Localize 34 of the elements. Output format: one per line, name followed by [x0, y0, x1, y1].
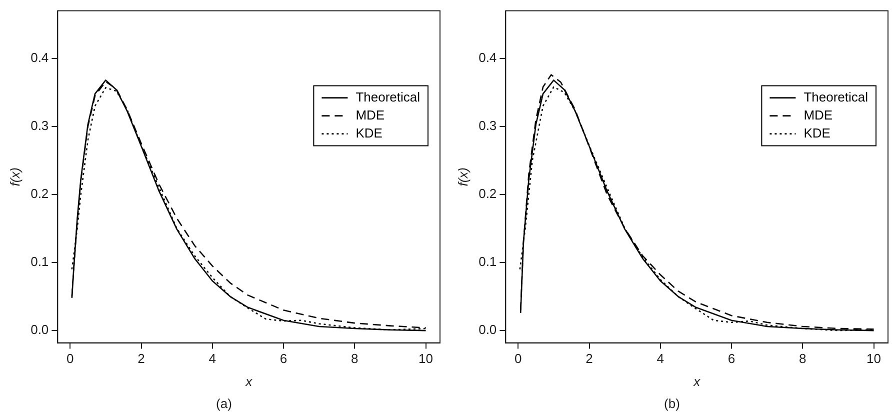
- legend-label: MDE: [356, 107, 385, 122]
- legend-label: Theoretical: [356, 89, 420, 104]
- y-tick-label: 0.1: [30, 254, 49, 270]
- y-tick-label: 0.4: [478, 50, 497, 65]
- y-tick-label: 0.2: [30, 186, 49, 202]
- x-tick-label: 2: [586, 351, 593, 366]
- y-tick-label: 0.3: [30, 118, 49, 134]
- x-tick-label: 4: [656, 351, 664, 366]
- y-tick-label: 0.2: [478, 186, 497, 202]
- y-tick-label: 0.0: [478, 322, 497, 338]
- y-tick-label: 0.1: [478, 254, 497, 270]
- legend-label: KDE: [356, 125, 383, 140]
- x-axis-title: x: [244, 374, 253, 389]
- y-tick-label: 0.4: [30, 50, 49, 65]
- text: (b): [663, 396, 681, 411]
- y-axis-title: f(x): [7, 167, 22, 186]
- text: (a): [215, 396, 233, 411]
- legend-label: KDE: [804, 125, 831, 140]
- x-tick-label: 0: [514, 351, 522, 366]
- legend-label: MDE: [804, 107, 833, 122]
- x-tick-label: 4: [208, 351, 216, 366]
- x-axis-title: x: [692, 374, 701, 389]
- x-tick-label: 6: [280, 351, 288, 366]
- x-tick-label: 8: [799, 351, 806, 366]
- legend-label: Theoretical: [804, 89, 868, 104]
- x-tick-label: 0: [66, 351, 74, 366]
- x-tick-label: 10: [418, 351, 434, 366]
- y-tick-label: 0.3: [478, 118, 497, 134]
- y-tick-label: 0.0: [30, 322, 49, 338]
- x-tick-label: 2: [138, 351, 145, 366]
- x-tick-label: 8: [351, 351, 358, 366]
- y-axis-title: f(x): [455, 167, 470, 186]
- x-tick-label: 10: [866, 351, 882, 366]
- x-tick-label: 6: [728, 351, 736, 366]
